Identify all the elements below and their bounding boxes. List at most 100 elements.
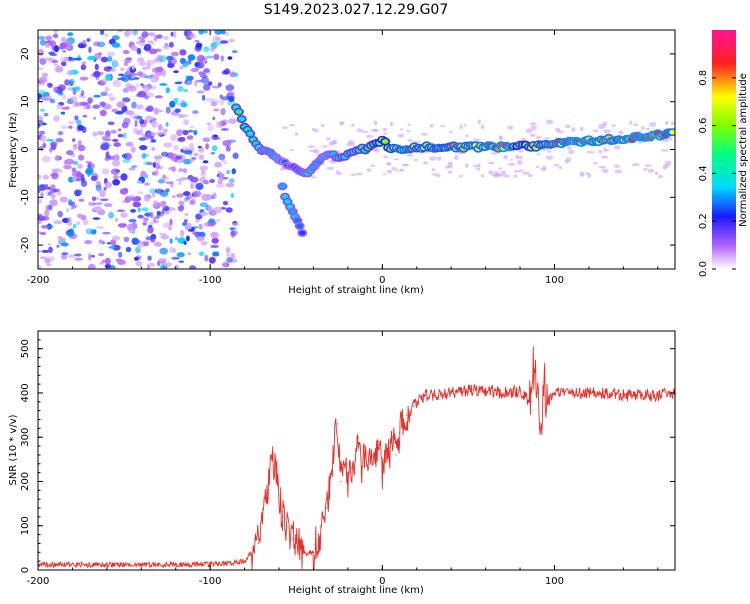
noise-blob bbox=[177, 85, 184, 92]
noise-blob bbox=[222, 201, 229, 206]
snr-xtick-label: -100 bbox=[199, 576, 222, 587]
noise-blob bbox=[41, 155, 51, 163]
snr-point bbox=[605, 392, 607, 394]
noise-blob bbox=[183, 30, 188, 36]
noise-blob bbox=[155, 66, 164, 73]
noise-blob bbox=[49, 147, 53, 153]
snr-point bbox=[450, 392, 452, 394]
noise-blob bbox=[99, 262, 103, 265]
snr-point bbox=[553, 392, 556, 394]
noise-blob bbox=[162, 128, 168, 133]
noise-blob bbox=[155, 169, 159, 176]
halo-blob bbox=[513, 174, 518, 178]
noise-blob bbox=[156, 34, 163, 39]
noise-blob bbox=[189, 125, 195, 129]
noise-blob bbox=[119, 188, 129, 195]
noise-blob bbox=[182, 191, 191, 197]
noise-blob bbox=[90, 175, 98, 182]
noise-blob bbox=[189, 153, 193, 157]
noise-blob bbox=[74, 253, 82, 257]
halo-blob bbox=[463, 123, 467, 127]
noise-blob bbox=[68, 199, 73, 206]
noise-blob bbox=[190, 198, 196, 205]
noise-blob bbox=[131, 237, 139, 245]
noise-blob bbox=[110, 239, 117, 246]
snr-point bbox=[467, 390, 469, 392]
noise-blob bbox=[100, 101, 106, 107]
noise-blob bbox=[191, 67, 200, 73]
noise-blob bbox=[44, 57, 53, 61]
noise-blob bbox=[203, 46, 210, 52]
halo-blob bbox=[282, 126, 288, 129]
noise-blob bbox=[111, 42, 121, 48]
halo-blob bbox=[579, 126, 584, 132]
noise-blob bbox=[194, 45, 202, 52]
noise-blob bbox=[176, 252, 185, 258]
noise-blob bbox=[154, 155, 162, 160]
noise-blob bbox=[187, 54, 196, 61]
halo-blob bbox=[598, 165, 606, 169]
noise-blob bbox=[66, 70, 74, 76]
noise-blob bbox=[217, 82, 222, 88]
noise-blob bbox=[104, 33, 109, 38]
noise-blob bbox=[63, 164, 72, 170]
halo-blob bbox=[499, 135, 503, 140]
noise-blob bbox=[147, 228, 153, 233]
noise-blob bbox=[210, 244, 219, 249]
noise-blob bbox=[85, 228, 94, 235]
noise-blob bbox=[105, 93, 114, 97]
noise-blob bbox=[198, 30, 206, 34]
noise-blob bbox=[97, 131, 105, 136]
noise-blob bbox=[170, 51, 179, 57]
noise-blob bbox=[207, 124, 214, 132]
noise-blob bbox=[61, 94, 67, 100]
noise-blob bbox=[198, 147, 205, 153]
noise-blob bbox=[124, 58, 132, 64]
halo-blob bbox=[498, 167, 503, 170]
noise-blob bbox=[38, 250, 42, 253]
halo-blob bbox=[320, 124, 325, 127]
halo-blob bbox=[507, 125, 514, 130]
noise-blob bbox=[130, 146, 136, 153]
snr-point bbox=[502, 392, 504, 394]
halo-blob bbox=[494, 171, 499, 174]
noise-blob bbox=[229, 71, 236, 78]
noise-blob bbox=[144, 133, 153, 140]
snr-point bbox=[485, 390, 487, 392]
noise-blob bbox=[91, 196, 97, 202]
halo-blob bbox=[542, 165, 546, 170]
noise-blob bbox=[81, 61, 87, 65]
heatmap-xtick-label: 100 bbox=[545, 275, 564, 286]
noise-blob bbox=[178, 168, 184, 173]
halo-blob bbox=[437, 156, 442, 161]
snr-point bbox=[368, 467, 370, 469]
halo-blob bbox=[326, 166, 334, 170]
noise-blob bbox=[186, 135, 194, 140]
noise-blob bbox=[121, 121, 129, 129]
snr-ytick-label: 300 bbox=[20, 428, 31, 447]
noise-blob bbox=[203, 83, 211, 91]
noise-blob bbox=[156, 132, 165, 136]
noise-blob bbox=[71, 86, 81, 91]
snr-point bbox=[416, 401, 418, 403]
noise-blob bbox=[108, 246, 116, 249]
snr-ylabel: SNR (10 * v/v) bbox=[8, 414, 19, 485]
snr-frame bbox=[37, 330, 676, 571]
noise-blob bbox=[71, 167, 77, 173]
noise-blob bbox=[118, 251, 123, 258]
noise-blob bbox=[71, 138, 76, 142]
noise-blob bbox=[182, 168, 188, 174]
noise-blob bbox=[128, 218, 137, 223]
noise-blob bbox=[76, 119, 82, 126]
colorbar-axes: 0.0 0.2 0.4 0.6 0.8 bbox=[698, 70, 736, 277]
noise-blob bbox=[232, 222, 240, 227]
noise-blob bbox=[56, 169, 64, 173]
noise-blob bbox=[192, 110, 199, 114]
noise-blob bbox=[202, 94, 206, 101]
halo-blob bbox=[614, 169, 623, 174]
noise-blob bbox=[122, 97, 131, 103]
noise-blob bbox=[116, 209, 125, 212]
noise-blob bbox=[227, 118, 237, 124]
noise-blob bbox=[166, 55, 174, 61]
heatmap-xtick-label: -200 bbox=[27, 275, 50, 286]
